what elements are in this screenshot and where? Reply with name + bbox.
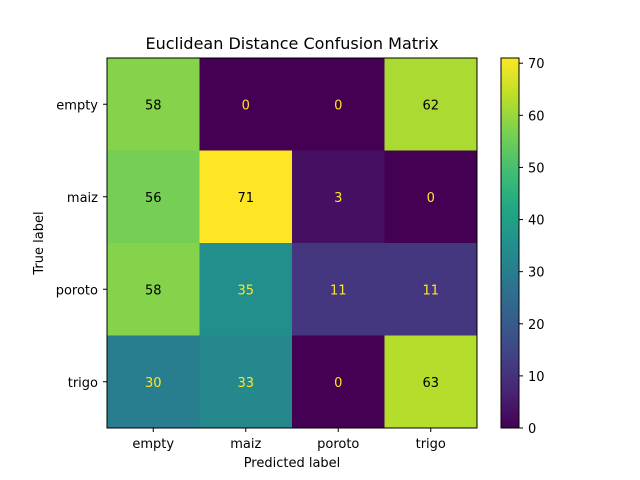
matrix-cell — [199, 243, 293, 336]
matrix-cell — [292, 243, 385, 336]
colorbar-tick-label: 20 — [528, 318, 545, 333]
cell-value-label: 63 — [422, 376, 439, 391]
colorbar-tick-label: 30 — [528, 266, 545, 281]
y-tick-label: poroto — [56, 283, 98, 298]
y-axis-ticks: empty maiz poroto trigo — [56, 98, 107, 391]
y-tick-label: maiz — [67, 191, 98, 206]
matrix-cell — [107, 335, 200, 429]
x-tick-label: trigo — [416, 437, 446, 452]
cell-value-label: 0 — [334, 376, 342, 391]
matrix-cell — [292, 58, 385, 151]
matrix-cell — [107, 150, 200, 244]
cell-value-label: 11 — [422, 283, 439, 298]
y-axis-label: True label — [32, 211, 47, 275]
matrix-cell — [199, 58, 293, 151]
colorbar-tick-label: 50 — [528, 161, 545, 176]
matrix-cell — [107, 58, 200, 151]
cell-value-label: 71 — [237, 191, 254, 206]
cell-value-label: 0 — [242, 98, 250, 113]
x-tick-label: empty — [132, 437, 174, 452]
matrix-cell — [199, 150, 293, 244]
matrix-cell — [384, 58, 478, 151]
cell-value-label: 3 — [334, 191, 342, 206]
cell-value-label: 33 — [237, 376, 254, 391]
cell-value-label: 0 — [427, 191, 435, 206]
x-axis-label: Predicted label — [244, 456, 341, 471]
matrix-cell — [384, 243, 478, 336]
matrix-cell — [107, 243, 200, 336]
matrix-cell — [292, 150, 385, 244]
matrix-cells — [107, 58, 478, 429]
colorbar-tick-label: 70 — [528, 57, 545, 72]
chart-title: Euclidean Distance Confusion Matrix — [145, 34, 438, 53]
matrix-cell — [384, 335, 478, 429]
colorbar-tick-label: 0 — [528, 422, 536, 437]
y-tick-label: empty — [56, 98, 98, 113]
cell-value-label: 11 — [330, 283, 347, 298]
colorbar-tick-label: 10 — [528, 370, 545, 385]
y-tick-label: trigo — [68, 376, 98, 391]
x-axis-ticks: empty maiz poroto trigo — [132, 428, 446, 452]
matrix-cell — [292, 335, 385, 429]
x-tick-label: poroto — [317, 437, 359, 452]
cell-value-label: 58 — [145, 283, 162, 298]
colorbar-tick-label: 60 — [528, 109, 545, 124]
cell-value-label: 35 — [237, 283, 254, 298]
cell-value-label: 56 — [145, 191, 162, 206]
colorbar — [500, 57, 520, 429]
colorbar-ticks: 0 10 20 30 40 50 60 70 — [519, 57, 545, 437]
cell-value-label: 58 — [145, 98, 162, 113]
matrix-cell — [199, 335, 293, 429]
matrix-cell — [384, 150, 478, 244]
colorbar-tick-label: 40 — [528, 214, 545, 229]
matrix-frame — [106, 57, 478, 429]
cell-value-label: 62 — [422, 98, 439, 113]
cell-value-label: 30 — [145, 376, 162, 391]
x-tick-label: maiz — [230, 437, 261, 452]
cell-value-label: 0 — [334, 98, 342, 113]
